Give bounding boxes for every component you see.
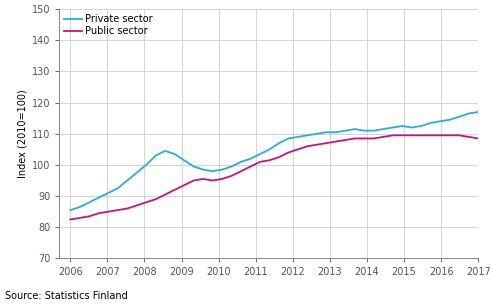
Public sector [143, 201, 149, 204]
Public sector [247, 165, 253, 168]
Private sector [381, 127, 387, 131]
Public sector [409, 133, 415, 137]
Private sector [115, 186, 121, 190]
Private sector [466, 112, 472, 115]
Public sector [191, 179, 197, 182]
Private sector [181, 158, 187, 162]
Private sector [352, 127, 358, 131]
Public sector [447, 133, 453, 137]
Private sector [295, 135, 301, 139]
Public sector [371, 136, 377, 140]
Private sector [257, 152, 263, 156]
Public sector [285, 151, 291, 154]
Public sector [267, 158, 273, 162]
Private sector [428, 121, 434, 125]
Public sector [305, 144, 311, 148]
Private sector [68, 208, 73, 212]
Private sector [333, 130, 339, 134]
Private sector [86, 201, 92, 204]
Public sector [106, 210, 111, 213]
Public sector [162, 193, 168, 196]
Public sector [466, 135, 472, 139]
Public sector [276, 155, 282, 159]
Private sector [200, 168, 206, 171]
Private sector [210, 169, 215, 173]
Legend: Private sector, Public sector: Private sector, Public sector [62, 12, 155, 38]
Public sector [68, 218, 73, 221]
Public sector [475, 136, 481, 140]
Public sector [419, 133, 424, 137]
Private sector [172, 152, 177, 156]
Private sector [399, 124, 405, 128]
Private sector [153, 154, 159, 157]
Public sector [343, 138, 349, 142]
Text: Source: Statistics Finland: Source: Statistics Finland [5, 291, 128, 301]
Private sector [305, 133, 311, 137]
Public sector [229, 174, 235, 178]
Private sector [219, 168, 225, 171]
Public sector [115, 208, 121, 212]
Line: Public sector: Public sector [70, 135, 478, 219]
Private sector [267, 147, 273, 151]
Private sector [276, 141, 282, 145]
Private sector [143, 163, 149, 167]
Private sector [475, 110, 481, 114]
Private sector [191, 165, 197, 168]
Public sector [428, 133, 434, 137]
Public sector [295, 147, 301, 151]
Private sector [343, 129, 349, 133]
Public sector [210, 179, 215, 182]
Public sector [257, 160, 263, 164]
Public sector [219, 177, 225, 181]
Private sector [96, 196, 102, 199]
Private sector [238, 160, 244, 164]
Private sector [285, 136, 291, 140]
Private sector [77, 205, 83, 209]
Private sector [247, 157, 253, 161]
Y-axis label: Index (2010=100): Index (2010=100) [17, 89, 28, 178]
Public sector [333, 140, 339, 143]
Public sector [153, 197, 159, 201]
Private sector [124, 179, 130, 182]
Private sector [314, 132, 320, 136]
Public sector [86, 215, 92, 218]
Private sector [134, 171, 140, 174]
Public sector [437, 133, 443, 137]
Public sector [124, 207, 130, 210]
Line: Private sector: Private sector [70, 112, 478, 210]
Private sector [447, 118, 453, 122]
Public sector [238, 169, 244, 173]
Public sector [200, 177, 206, 181]
Private sector [419, 124, 424, 128]
Private sector [457, 115, 462, 119]
Public sector [361, 136, 367, 140]
Public sector [457, 133, 462, 137]
Public sector [77, 216, 83, 220]
Public sector [172, 188, 177, 192]
Private sector [229, 165, 235, 168]
Private sector [371, 129, 377, 133]
Private sector [409, 126, 415, 130]
Private sector [106, 191, 111, 195]
Private sector [361, 129, 367, 133]
Private sector [437, 119, 443, 123]
Public sector [323, 141, 329, 145]
Private sector [323, 130, 329, 134]
Public sector [181, 183, 187, 187]
Private sector [162, 149, 168, 153]
Public sector [96, 211, 102, 215]
Public sector [134, 204, 140, 207]
Private sector [390, 126, 396, 130]
Public sector [314, 143, 320, 147]
Public sector [399, 133, 405, 137]
Public sector [381, 135, 387, 139]
Public sector [390, 133, 396, 137]
Public sector [352, 136, 358, 140]
